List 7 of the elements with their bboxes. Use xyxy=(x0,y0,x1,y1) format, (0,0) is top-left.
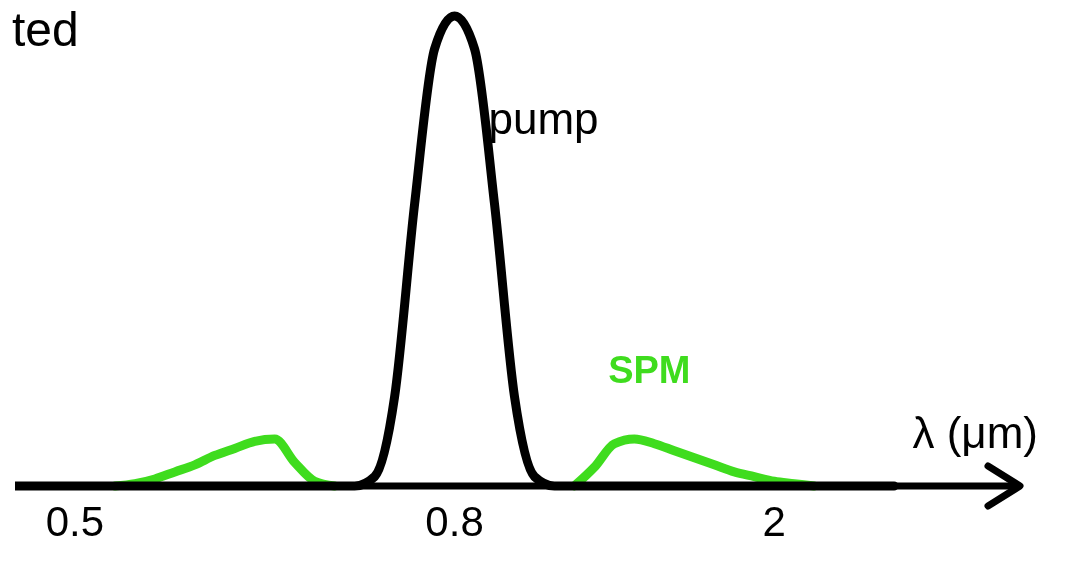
series-label: pump xyxy=(488,93,599,143)
x-tick-label: 0.8 xyxy=(425,497,484,545)
x-tick-label: 0.5 xyxy=(45,497,105,545)
series-label: SPM xyxy=(608,348,691,391)
x-tick-label: 2 xyxy=(762,497,786,545)
chart-title: ted xyxy=(12,3,79,56)
x-axis-title: λ (μm) xyxy=(912,408,1038,457)
